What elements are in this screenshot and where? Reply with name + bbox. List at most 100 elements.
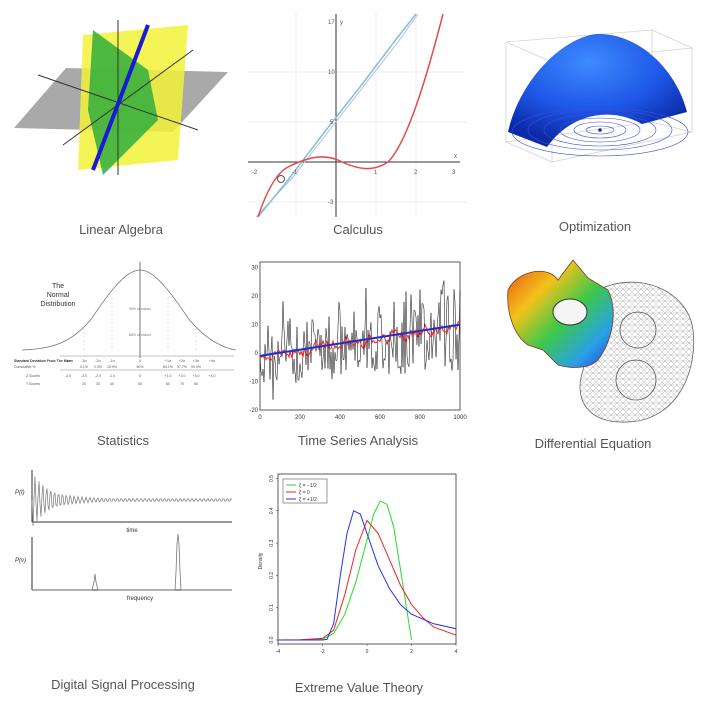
x-tick-label: -2 [252,170,258,176]
y-tick-label: 5 [330,120,334,126]
y-axis-label: Density [258,552,264,569]
z-score: +4.0 [209,374,216,378]
sd-tick: +4σ [209,359,216,363]
legend-label: ξ = +1/2 [299,497,317,503]
cum-pct: 0.1% [80,365,88,369]
caption-linear-algebra: Linear Algebra [79,222,163,237]
evt-figure: 0.0 0.1 0.2 0.3 0.4 0.5 -4 -2 0 2 4 Density ξ = −… [256,466,461,662]
spectrum [32,533,232,591]
y-tick-label: 0 [255,351,259,357]
point-marker [277,175,285,183]
x-tick-label: 1 [374,170,378,176]
caption-statistics: Statistics [96,433,149,448]
x-tick-label: 400 [335,415,346,421]
calculus-plot: -2 -1 1 2 3 17 10 5 -3 y x [248,12,466,218]
caption-evt: Extreme Value Theory [294,680,424,695]
y-tick-label: -10 [249,380,258,386]
t-score: 30 [96,382,100,386]
paraboloid-surface [508,33,687,147]
row-label-t: T Scores [26,382,40,386]
pct-95-label: 95% of values [129,307,151,311]
linear-algebra-figure [8,10,234,200]
stats-title: Normal [47,292,70,299]
y-axis-label: y [340,20,343,26]
row-label-sd: Standard Deviation From The Mean [14,359,73,363]
time-signal [31,476,233,527]
top-x-label: time [126,528,138,534]
y-tick-label: 10 [251,323,258,329]
legend-label: ξ = 0 [299,490,310,496]
x-tick-label: 200 [295,415,306,421]
z-score: +1.0 [165,374,172,378]
density-series [278,510,457,641]
caption-differential-equation: Differential Equation [534,436,652,451]
x-tick-label: 800 [415,415,426,421]
x-tick-label: -4 [276,649,281,655]
y-tick-label: 0.1 [269,604,275,611]
calculus-figure: -2 -1 1 2 3 17 10 5 -3 y x [248,12,466,218]
t-score: 40 [110,382,114,386]
x-tick-label: 2 [410,649,413,655]
cum-pct: 15.9% [107,365,117,369]
optimization-figure [492,12,700,202]
z-score: +3.0 [193,374,200,378]
x-tick-label: 0 [366,649,369,655]
x-tick-label: 600 [375,415,386,421]
t-score: 20 [82,382,86,386]
bottom-x-label: frequency [127,596,153,602]
sd-tick: -1σ [109,359,115,363]
x-tick-label: 0 [258,415,262,421]
y-tick-label: 0.5 [269,475,275,482]
sd-tick: +3σ [193,359,200,363]
z-score: -4.0 [65,374,71,378]
cum-pct: 99.9% [191,365,201,369]
function-curve [257,13,444,218]
density-series [277,519,457,641]
cum-pct: 2.3% [94,365,102,369]
trend-line [259,323,461,357]
t-score: 50 [138,382,142,386]
time-series-chart: 30 20 10 0 -10 -20 0 200 400 600 800 1000 [249,261,467,421]
x-tick-label: 3 [452,170,456,176]
x-tick-label: 4 [455,649,458,655]
pct-68-label: 68% of values [129,333,151,337]
y-tick-label: 0.4 [269,507,275,514]
y-tick-label: -20 [249,408,258,414]
raw-series [259,280,461,400]
z-score: -2.0 [95,374,101,378]
optimum-point [598,128,602,132]
differential-equation-figure [488,250,703,430]
density-series [278,500,412,641]
time-series-figure: 30 20 10 0 -10 -20 0 200 400 600 800 1000 [246,258,468,424]
legend-label: ξ = −1/2 [299,483,317,489]
y-tick-label: 17 [328,20,335,26]
x-tick-label: 2 [414,170,418,176]
cum-pct: 84.1% [163,365,173,369]
row-label-z: Z Scores [26,374,40,378]
y-tick-label: 20 [251,294,258,300]
axis-y [62,49,194,146]
tangent-line-2 [255,13,419,218]
statistics-figure: The Normal Distribution 95% of values 68… [12,258,237,398]
evt-density-chart: 0.0 0.1 0.2 0.3 0.4 0.5 -4 -2 0 2 4 Density ξ = −… [258,473,458,655]
caption-optimization: Optimization [558,219,632,234]
dsp-plots: P(t) time P(ν) frequency [15,470,233,602]
top-y-label: P(t) [15,490,25,496]
x-tick-label: -1 [292,170,298,176]
dsp-figure: P(t) time P(ν) frequency [10,462,235,607]
y-tick-label: -3 [328,200,334,206]
y-tick-label: 0.0 [269,636,275,643]
t-score: 60 [166,382,170,386]
sd-tick: -4σ [65,359,71,363]
sd-tick: +1σ [165,359,172,363]
sd-tick: 0 [139,359,141,363]
t-score: 80 [194,382,198,386]
stats-title: The [52,283,64,290]
y-tick-label: 10 [328,70,335,76]
linear-algebra-planes [14,20,228,175]
normal-distribution-chart: The Normal Distribution 95% of values 68… [14,262,237,386]
cum-pct: 97.7% [177,365,187,369]
intersection-line [91,24,150,171]
stats-title: Distribution [40,301,75,308]
sd-tick: -3σ [81,359,87,363]
